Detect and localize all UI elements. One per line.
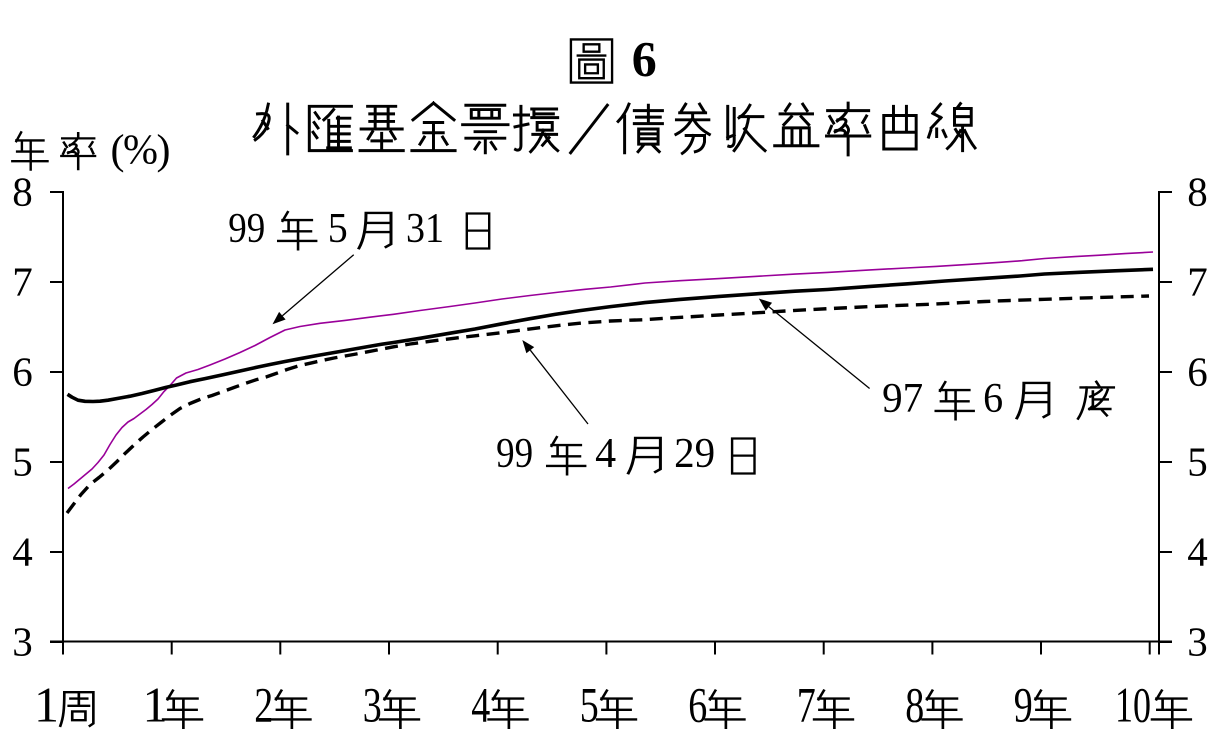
svg-text:7: 7: [797, 677, 816, 733]
svg-text:7: 7: [1187, 259, 1208, 305]
svg-text:1: 1: [143, 677, 168, 733]
svg-text:99: 99: [496, 431, 533, 477]
svg-text:97: 97: [882, 376, 923, 422]
svg-text:8: 8: [1187, 169, 1208, 215]
svg-text:4: 4: [12, 529, 33, 575]
svg-text:(%): (%): [111, 128, 171, 174]
svg-text:7: 7: [12, 259, 33, 305]
svg-text:5: 5: [1187, 439, 1208, 485]
svg-text:3: 3: [1187, 619, 1208, 665]
svg-text:4: 4: [471, 677, 490, 733]
svg-text:9: 9: [1014, 677, 1033, 733]
svg-text:6: 6: [983, 376, 1003, 422]
svg-text:4: 4: [595, 431, 616, 477]
svg-text:2: 2: [254, 677, 273, 733]
svg-text:8: 8: [12, 169, 33, 215]
svg-text:8: 8: [905, 677, 924, 733]
svg-text:10: 10: [1115, 677, 1151, 733]
svg-text:29: 29: [674, 431, 715, 477]
svg-text:1: 1: [34, 677, 59, 733]
svg-text:4: 4: [1187, 529, 1208, 575]
svg-text:6: 6: [632, 31, 657, 87]
svg-text:3: 3: [12, 619, 33, 665]
svg-text:6: 6: [1187, 349, 1208, 395]
svg-text:6: 6: [12, 349, 33, 395]
svg-text:5: 5: [12, 439, 33, 485]
svg-text:6: 6: [688, 677, 707, 733]
svg-text:31: 31: [406, 206, 444, 252]
svg-text:5: 5: [580, 677, 599, 733]
svg-text:3: 3: [363, 677, 382, 733]
svg-text:5: 5: [328, 206, 348, 252]
svg-text:99: 99: [228, 206, 265, 252]
